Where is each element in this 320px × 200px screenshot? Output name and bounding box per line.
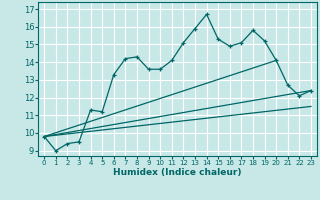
- X-axis label: Humidex (Indice chaleur): Humidex (Indice chaleur): [113, 168, 242, 177]
